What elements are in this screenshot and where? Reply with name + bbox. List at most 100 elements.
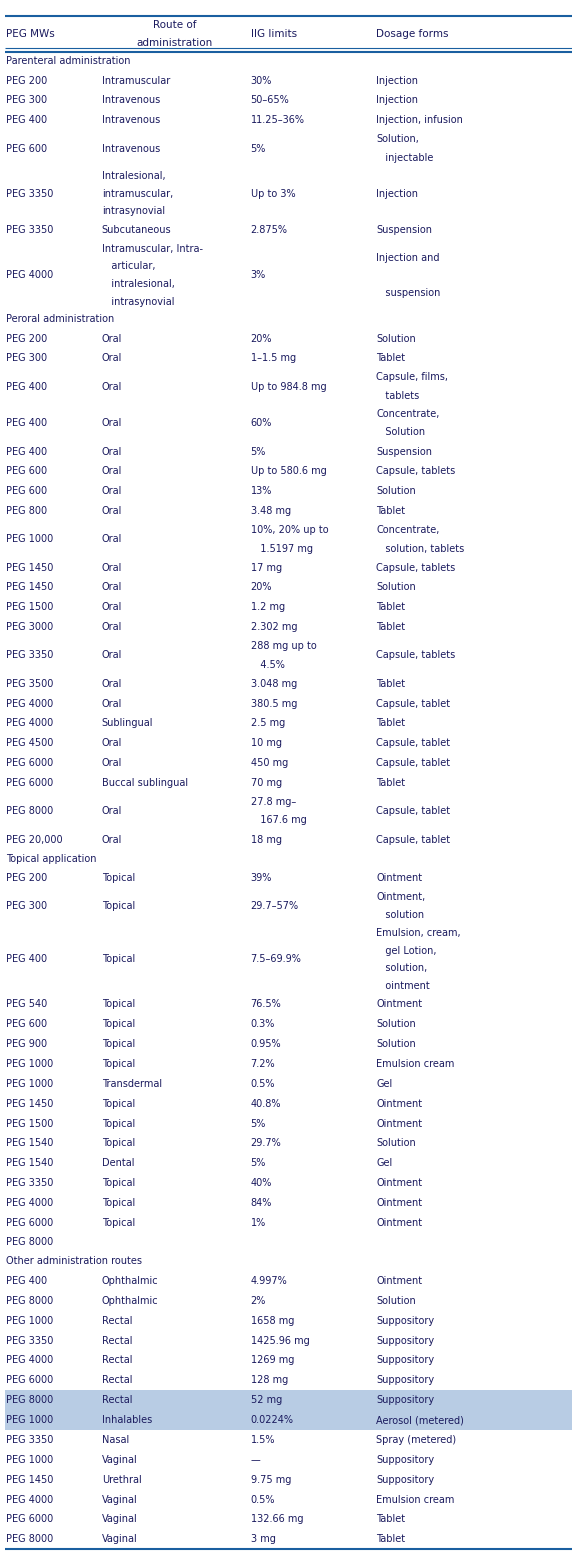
Text: Topical: Topical [102, 1178, 135, 1189]
Text: 2%: 2% [251, 1295, 266, 1306]
Text: Vaginal: Vaginal [102, 1534, 137, 1544]
Text: PEG 1000: PEG 1000 [6, 1079, 54, 1088]
Text: Transdermal: Transdermal [102, 1079, 162, 1088]
Text: Oral: Oral [102, 334, 122, 343]
Text: PEG 400: PEG 400 [6, 1276, 47, 1286]
Text: 2.5 mg: 2.5 mg [251, 718, 285, 729]
Text: PEG 200: PEG 200 [6, 873, 47, 883]
Text: PEG 8000: PEG 8000 [6, 806, 54, 817]
Text: PEG 3000: PEG 3000 [6, 622, 54, 632]
Text: PEG 300: PEG 300 [6, 353, 47, 364]
Text: Spray (metered): Spray (metered) [376, 1435, 456, 1446]
Text: Emulsion cream: Emulsion cream [376, 1494, 455, 1505]
Text: Injection: Injection [376, 75, 418, 86]
Text: PEG 540: PEG 540 [6, 999, 47, 1010]
Text: PEG 6000: PEG 6000 [6, 778, 54, 789]
Text: 1269 mg: 1269 mg [251, 1355, 294, 1366]
Text: Solution: Solution [376, 1019, 416, 1029]
Text: Suspension: Suspension [376, 226, 432, 235]
Text: 1–1.5 mg: 1–1.5 mg [251, 353, 296, 364]
Text: 450 mg: 450 mg [251, 759, 288, 768]
Text: 0.95%: 0.95% [251, 1040, 281, 1049]
Text: Topical: Topical [102, 1198, 135, 1207]
Text: 3.48 mg: 3.48 mg [251, 506, 291, 516]
Text: Dental: Dental [102, 1159, 134, 1168]
Text: 20%: 20% [251, 334, 272, 343]
Text: Suppository: Suppository [376, 1375, 435, 1385]
Text: intrasynovial: intrasynovial [102, 207, 165, 216]
Text: PEG 4000: PEG 4000 [6, 1198, 54, 1207]
Text: PEG 8000: PEG 8000 [6, 1396, 54, 1405]
Text: Vaginal: Vaginal [102, 1455, 137, 1465]
Text: 3 mg: 3 mg [251, 1534, 275, 1544]
Text: PEG 400: PEG 400 [6, 419, 47, 428]
Text: PEG 1500: PEG 1500 [6, 1118, 54, 1129]
Text: 9.75 mg: 9.75 mg [251, 1474, 291, 1485]
Text: PEG 200: PEG 200 [6, 75, 47, 86]
Text: Solution: Solution [376, 1040, 416, 1049]
Text: Injection, infusion: Injection, infusion [376, 116, 463, 125]
Text: Tablet: Tablet [376, 778, 406, 789]
Text: Oral: Oral [102, 535, 122, 544]
Text: Concentrate,: Concentrate, [376, 525, 440, 535]
Text: Capsule, tablet: Capsule, tablet [376, 699, 451, 709]
Text: Oral: Oral [102, 381, 122, 392]
Text: Nasal: Nasal [102, 1435, 129, 1446]
Text: PEG 300: PEG 300 [6, 902, 47, 911]
Text: injectable: injectable [376, 152, 434, 163]
Text: 13%: 13% [251, 486, 272, 495]
Text: Gel: Gel [376, 1079, 392, 1088]
Text: Route of: Route of [153, 20, 196, 30]
Text: Vaginal: Vaginal [102, 1494, 137, 1505]
Text: Oral: Oral [102, 563, 122, 572]
Text: 7.5–69.9%: 7.5–69.9% [251, 955, 301, 964]
Text: solution: solution [376, 909, 424, 920]
Text: Oral: Oral [102, 486, 122, 495]
Text: PEG 600: PEG 600 [6, 1019, 47, 1029]
Text: 0.5%: 0.5% [251, 1079, 275, 1088]
Text: Ointment: Ointment [376, 1218, 423, 1228]
Text: PEG 1000: PEG 1000 [6, 1058, 54, 1069]
Text: PEG 400: PEG 400 [6, 116, 47, 125]
Text: 1.2 mg: 1.2 mg [251, 602, 285, 613]
Text: 10 mg: 10 mg [251, 739, 281, 748]
Text: 50–65%: 50–65% [251, 96, 289, 105]
Text: Topical: Topical [102, 955, 135, 964]
Text: 4.997%: 4.997% [251, 1276, 287, 1286]
Text: Ointment: Ointment [376, 873, 423, 883]
Text: Intravenous: Intravenous [102, 96, 160, 105]
Text: Oral: Oral [102, 602, 122, 613]
Text: Capsule, tablet: Capsule, tablet [376, 759, 451, 768]
Text: 5%: 5% [251, 1159, 266, 1168]
Text: Rectal: Rectal [102, 1336, 132, 1345]
Text: 52 mg: 52 mg [251, 1396, 282, 1405]
Text: Inhalables: Inhalables [102, 1414, 152, 1425]
Text: ointment: ointment [376, 980, 430, 991]
Text: 5%: 5% [251, 1118, 266, 1129]
Text: Oral: Oral [102, 419, 122, 428]
Text: 288 mg up to: 288 mg up to [251, 641, 316, 651]
Text: IIG limits: IIG limits [251, 28, 297, 39]
Text: Topical: Topical [102, 999, 135, 1010]
Text: 29.7%: 29.7% [251, 1138, 281, 1148]
Text: PEG 600: PEG 600 [6, 144, 47, 154]
Text: Tablet: Tablet [376, 1534, 406, 1544]
Text: 0.3%: 0.3% [251, 1019, 275, 1029]
Text: Oral: Oral [102, 353, 122, 364]
Text: 27.8 mg–: 27.8 mg– [251, 797, 296, 808]
Text: PEG 1450: PEG 1450 [6, 582, 54, 593]
Text: PEG 1540: PEG 1540 [6, 1159, 54, 1168]
Text: 11.25–36%: 11.25–36% [251, 116, 304, 125]
Text: PEG 4000: PEG 4000 [6, 718, 54, 729]
Text: Vaginal: Vaginal [102, 1515, 137, 1524]
Bar [5, 1410, 572, 1430]
Text: PEG MWs: PEG MWs [6, 28, 55, 39]
Text: Topical: Topical [102, 1218, 135, 1228]
Text: Capsule, tablets: Capsule, tablets [376, 563, 456, 572]
Text: PEG 800: PEG 800 [6, 506, 47, 516]
Text: 1.5197 mg: 1.5197 mg [251, 544, 312, 554]
Text: Injection: Injection [376, 188, 418, 199]
Text: Topical: Topical [102, 1058, 135, 1069]
Text: Injection: Injection [376, 96, 418, 105]
Text: PEG 4000: PEG 4000 [6, 699, 54, 709]
